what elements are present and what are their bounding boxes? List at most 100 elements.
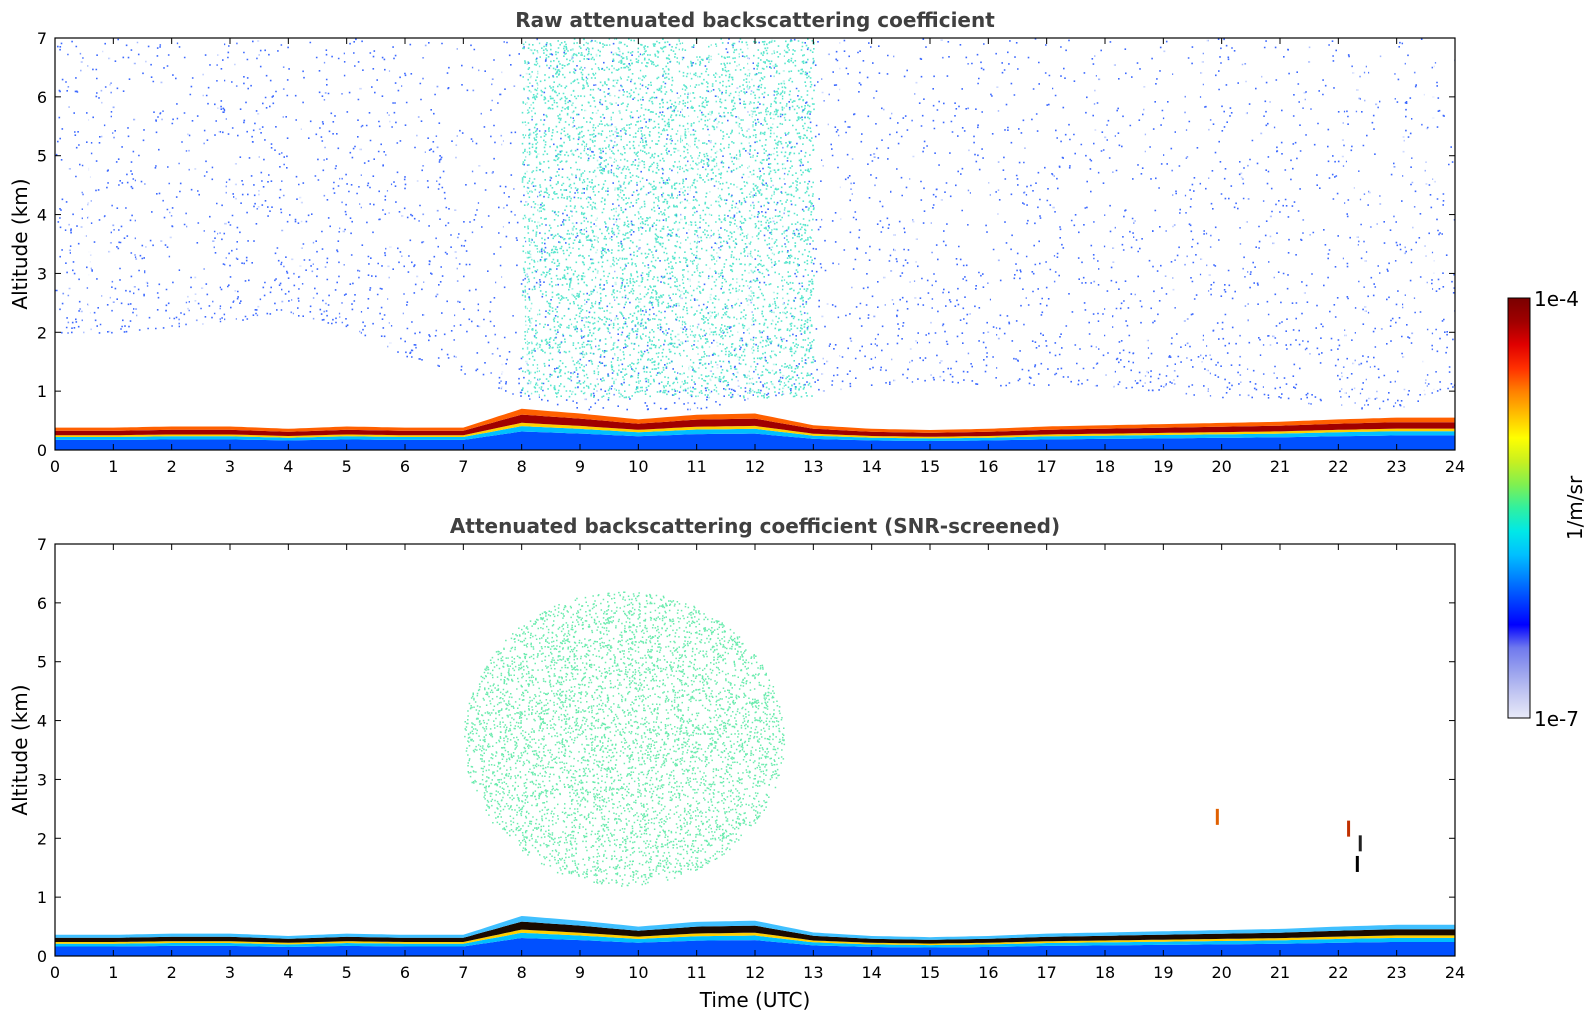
- y-tick-label: 5: [37, 147, 47, 166]
- bottom-plot-frame: [54, 543, 1456, 957]
- signal-gap-streak: [436, 38, 438, 450]
- signal-gap-streak: [689, 38, 690, 450]
- signal-gap-streak: [1186, 38, 1188, 450]
- signal-gap-streak: [234, 38, 237, 450]
- signal-gap-streak: [416, 38, 419, 450]
- signal-gap-streak: [1364, 38, 1366, 450]
- signal-gap-streak: [194, 38, 197, 450]
- x-tick-label: 23: [1386, 457, 1406, 476]
- colorbar-units-label: 1/m/sr: [1563, 475, 1587, 540]
- signal-gap-streak: [1394, 38, 1396, 450]
- x-tick-label: 16: [978, 963, 998, 982]
- bottom-panel-title: Attenuated backscattering coefficient (S…: [450, 514, 1060, 538]
- signal-gap-streak: [1269, 38, 1271, 450]
- layer-lower-band: [55, 426, 1455, 441]
- signal-gap-streak: [1172, 38, 1175, 450]
- signal-gap-streak: [1433, 38, 1436, 450]
- signal-gap-streak: [912, 38, 915, 450]
- signal-gap-streak: [145, 38, 148, 450]
- signal-gap-streak: [217, 38, 219, 450]
- x-tick-label: 0: [50, 963, 60, 982]
- x-tick-label: 22: [1328, 457, 1348, 476]
- signal-gap-streak: [501, 38, 504, 450]
- signal-gap-streak: [996, 38, 999, 450]
- top-heatmap: [55, 38, 1455, 450]
- signal-gap-streak: [1184, 38, 1186, 450]
- layer-core-band: [55, 414, 1455, 437]
- signal-gap-streak: [201, 38, 204, 450]
- top-plot-frame: [54, 37, 1456, 451]
- signal-gap-streak: [1380, 38, 1382, 450]
- layer-mid-band: [55, 422, 1455, 439]
- signal-gap-streak: [1240, 38, 1243, 450]
- signal-gap-streak: [988, 38, 990, 450]
- signal-gap-streak: [821, 38, 824, 450]
- y-tick-label: 2: [37, 323, 47, 342]
- signal-gap-streak: [1024, 38, 1026, 450]
- signal-gap-streak: [1403, 38, 1405, 450]
- x-tick-label: 18: [1095, 963, 1115, 982]
- signal-gap-streak: [324, 38, 326, 450]
- noise-field: [55, 38, 1455, 411]
- colorbar: 1e-4 1e-7 1/m/sr: [1507, 287, 1587, 731]
- signal-gap-streak: [909, 38, 912, 450]
- signal-gap-streak: [709, 38, 711, 450]
- signal-gap-streak: [342, 38, 344, 450]
- signal-gap-streak: [101, 38, 104, 450]
- signal-gap-streak: [178, 38, 179, 450]
- top-y-axis-label: Altitude (km): [8, 178, 32, 309]
- y-tick-label: 0: [37, 947, 47, 966]
- signal-gap-streak: [747, 38, 750, 450]
- x-tick-label: 19: [1153, 457, 1173, 476]
- signal-gap-streak: [751, 38, 753, 450]
- signal-gap-streak: [299, 38, 301, 450]
- signal-gap-streak: [619, 38, 621, 450]
- signal-gap-streak: [1309, 38, 1311, 450]
- colorbar-min-label: 1e-7: [1534, 707, 1579, 731]
- signal-gap-streak: [839, 38, 841, 450]
- x-tick-label: 7: [458, 457, 468, 476]
- signal-gap-streak: [257, 38, 260, 450]
- signal-gap-streak: [213, 38, 214, 450]
- x-tick-label: 9: [575, 963, 585, 982]
- signal-gap-streak: [537, 38, 540, 450]
- signal-gap-streak: [1099, 38, 1101, 450]
- signal-gap-streak: [387, 38, 390, 450]
- y-tick-label: 7: [37, 535, 47, 554]
- scatter-cloud: [464, 591, 786, 887]
- bottom-heatmap: [55, 591, 1455, 956]
- y-tick-label: 1: [37, 382, 47, 401]
- x-tick-label: 17: [1036, 457, 1056, 476]
- signal-gap-streak: [851, 38, 853, 450]
- signal-gap-streak: [883, 38, 886, 450]
- top-axis-ticks: 0 1 2 3 4 5 6 7 8 9 10 11 12 13 14 15 16 17 18 19 20 21 22 23 24…: [37, 29, 1465, 476]
- signal-gap-streak: [614, 38, 616, 450]
- signal-gap-streak: [1146, 38, 1148, 450]
- signal-gap-streak: [423, 38, 426, 450]
- signal-gap-streak: [915, 38, 917, 450]
- signal-gap-streak: [472, 38, 474, 450]
- x-tick-label: 10: [628, 457, 648, 476]
- y-tick-label: 6: [37, 88, 47, 107]
- signal-gap-streak: [112, 38, 114, 450]
- x-tick-label: 7: [458, 963, 468, 982]
- signal-gap-streak: [108, 38, 111, 450]
- signal-gap-streak: [1356, 38, 1359, 450]
- x-tick-label: 5: [342, 963, 352, 982]
- x-tick-label: 1: [108, 457, 118, 476]
- y-tick-label: 6: [37, 594, 47, 613]
- signal-gap-streak: [63, 38, 65, 450]
- signal-gap-streak: [1303, 38, 1306, 450]
- signal-gap-streak: [940, 38, 943, 450]
- signal-gap-streak: [386, 38, 387, 450]
- signal-gap-streak: [312, 38, 314, 450]
- x-tick-label: 13: [803, 963, 823, 982]
- signal-gap-streak: [401, 38, 404, 450]
- signal-gap-streak: [1094, 38, 1097, 450]
- signal-gap-streak: [585, 38, 586, 450]
- signal-gap-streak: [525, 38, 528, 450]
- x-tick-label: 10: [628, 963, 648, 982]
- y-tick-label: 4: [37, 206, 47, 225]
- signal-gap-streak: [300, 38, 303, 450]
- signal-gap-streak: [80, 38, 82, 450]
